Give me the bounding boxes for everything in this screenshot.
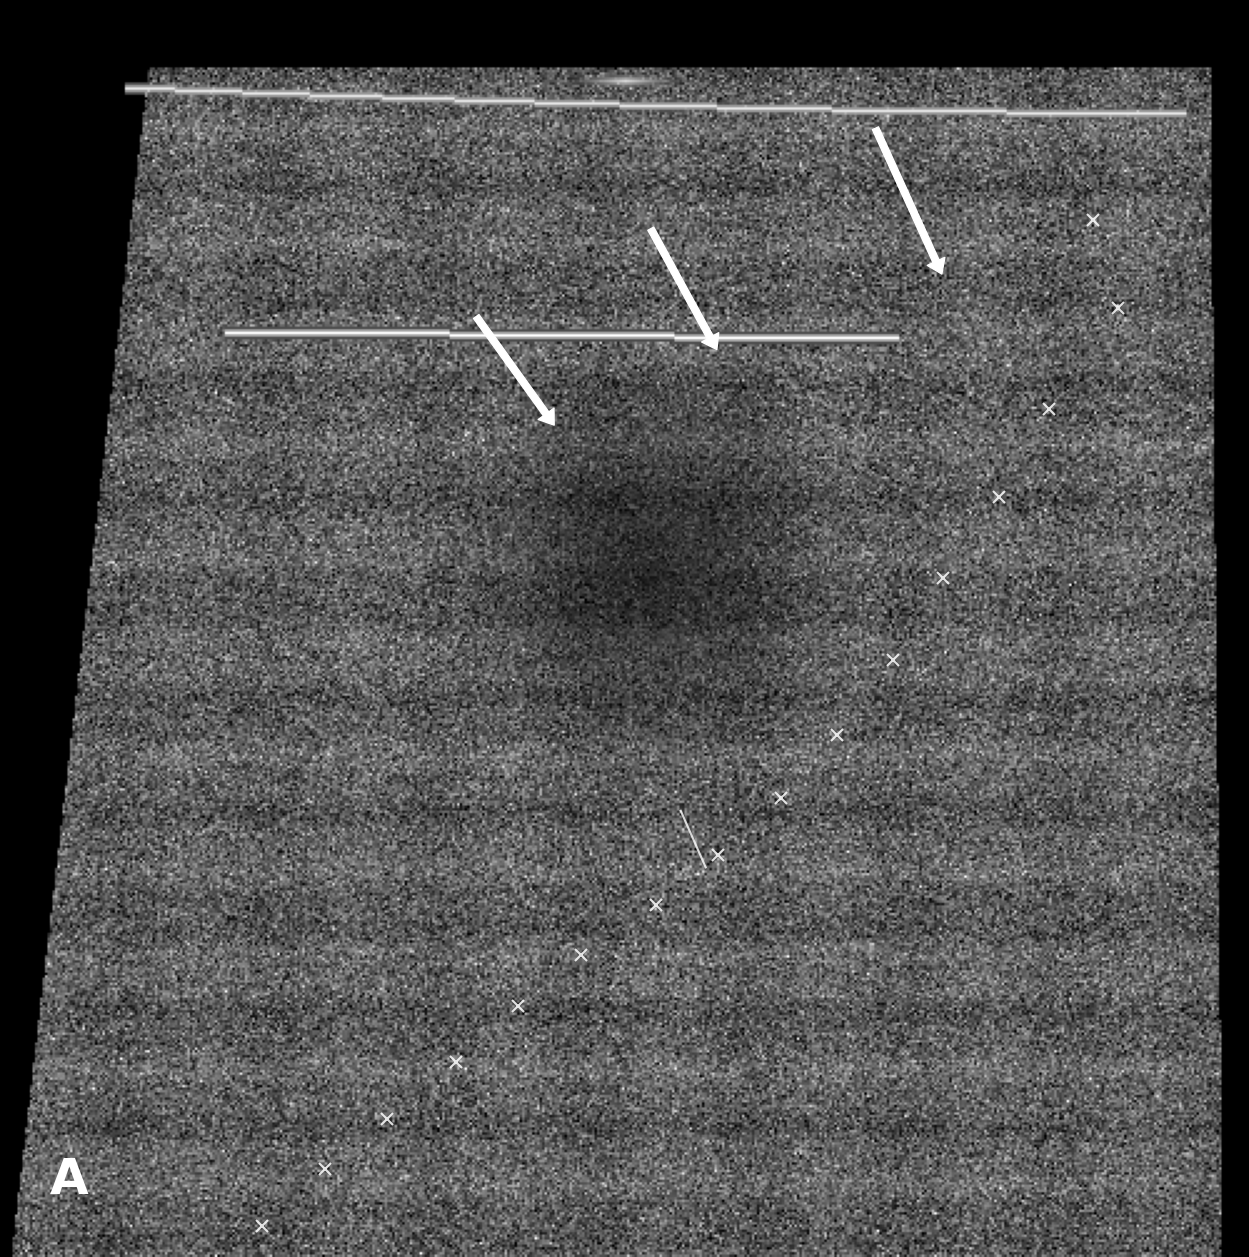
Text: A: A <box>50 1156 89 1204</box>
